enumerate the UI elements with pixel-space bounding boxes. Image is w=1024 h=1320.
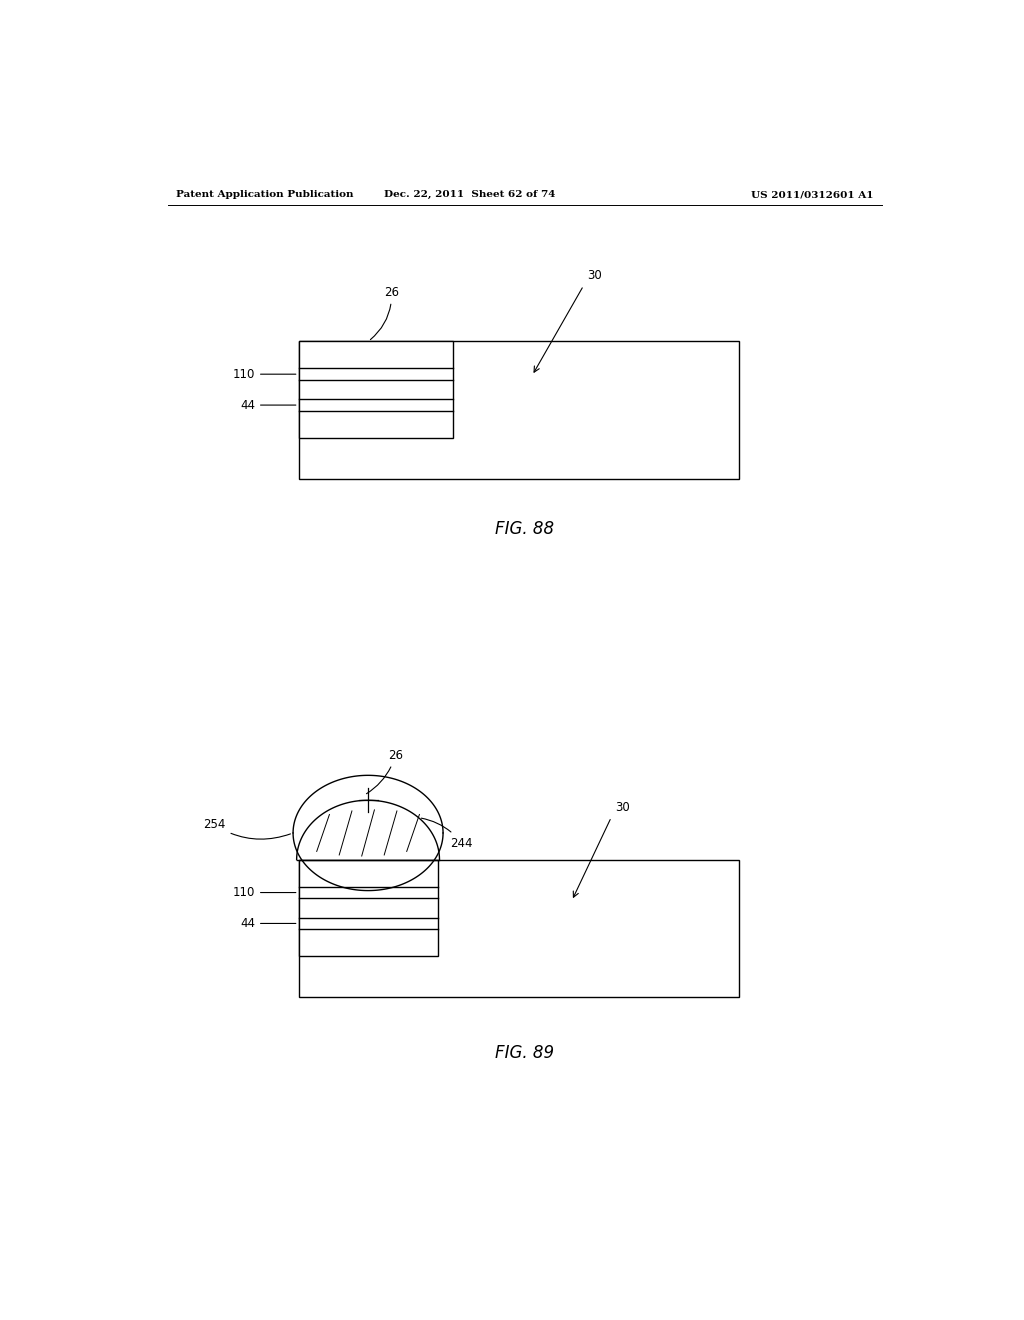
Bar (299, 859, 437, 956)
Text: FIG. 89: FIG. 89 (496, 1044, 554, 1061)
Bar (299, 342, 739, 479)
Text: 44: 44 (240, 917, 296, 931)
Text: Dec. 22, 2011  Sheet 62 of 74: Dec. 22, 2011 Sheet 62 of 74 (384, 190, 555, 199)
Text: 110: 110 (232, 368, 296, 380)
Text: US 2011/0312601 A1: US 2011/0312601 A1 (752, 190, 873, 199)
Text: 110: 110 (232, 886, 296, 899)
Bar (299, 342, 454, 438)
Text: Patent Application Publication: Patent Application Publication (176, 190, 353, 199)
Text: 254: 254 (203, 818, 291, 840)
Text: 44: 44 (240, 399, 296, 412)
Text: 244: 244 (421, 818, 473, 850)
Text: 26: 26 (371, 285, 399, 339)
Text: 30: 30 (615, 801, 630, 814)
Text: FIG. 88: FIG. 88 (496, 520, 554, 539)
Bar (299, 859, 739, 997)
Text: 30: 30 (588, 269, 602, 282)
Text: 26: 26 (367, 748, 402, 793)
